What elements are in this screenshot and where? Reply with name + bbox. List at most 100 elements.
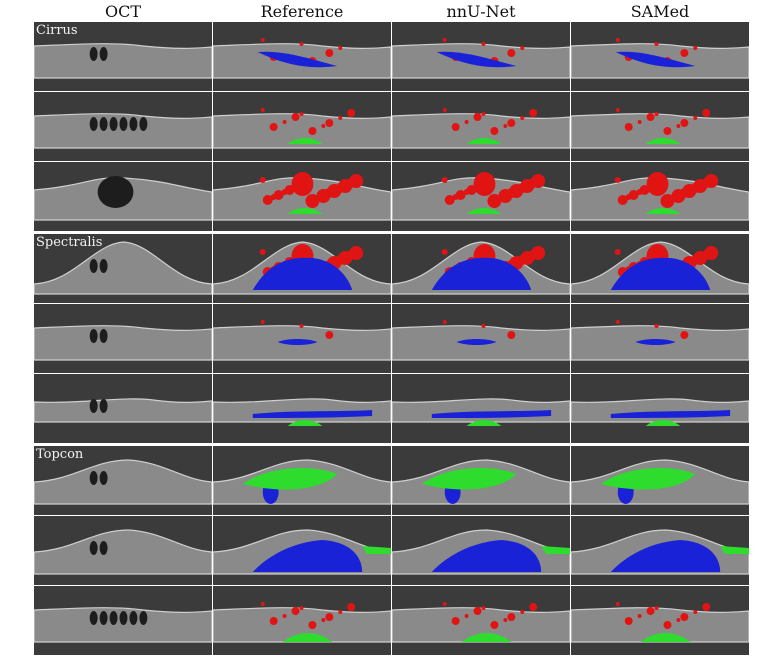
scan-canvas bbox=[571, 92, 749, 161]
retina-boundary bbox=[213, 241, 391, 295]
pigment-epithelial-detachment-mark bbox=[645, 420, 681, 426]
cyst-region bbox=[89, 47, 98, 61]
intraretinal-fluid-mark bbox=[693, 116, 698, 120]
scan-row bbox=[34, 234, 750, 303]
pigment-epithelial-detachment-mark bbox=[466, 208, 502, 214]
retina-boundary bbox=[571, 43, 749, 79]
pigment-epithelial-detachment-mark bbox=[541, 546, 570, 554]
intraretinal-fluid-mark bbox=[654, 324, 659, 328]
subretinal-fluid-mark bbox=[252, 540, 363, 572]
scan-canvas bbox=[34, 22, 212, 91]
retina-layer bbox=[392, 607, 570, 642]
intraretinal-fluid-mark bbox=[338, 610, 343, 614]
intraretinal-fluid-mark bbox=[702, 603, 711, 611]
pigment-epithelial-detachment-mark bbox=[287, 208, 323, 214]
oct-scan-image bbox=[34, 374, 212, 443]
pigment-epithelial-detachment-mark bbox=[466, 420, 502, 426]
cyst-region bbox=[99, 471, 108, 485]
intraretinal-fluid-mark bbox=[663, 127, 672, 135]
pigment-epithelial-detachment-mark bbox=[600, 468, 696, 490]
intraretinal-fluid-mark bbox=[321, 618, 326, 622]
retina-layer bbox=[34, 43, 212, 78]
retina-layer bbox=[34, 530, 212, 574]
pigment-epithelial-detachment-mark bbox=[466, 138, 502, 144]
intraretinal-fluid-mark bbox=[442, 320, 447, 324]
scan-canvas bbox=[392, 234, 570, 303]
intraretinal-fluid-mark bbox=[260, 38, 265, 42]
intraretinal-fluid-mark bbox=[490, 621, 499, 629]
pigment-epithelial-detachment-mark bbox=[287, 138, 323, 144]
scan-canvas bbox=[571, 22, 749, 91]
intraretinal-fluid-mark bbox=[624, 123, 633, 131]
scan-row bbox=[34, 516, 750, 585]
subretinal-fluid-mark bbox=[431, 410, 552, 418]
intraretinal-fluid-mark bbox=[615, 320, 620, 324]
intraretinal-fluid-mark bbox=[654, 112, 659, 116]
oct-scan-image bbox=[392, 374, 570, 443]
intraretinal-fluid-mark bbox=[308, 621, 317, 629]
oct-scan-image bbox=[392, 516, 570, 585]
intraretinal-fluid-mark bbox=[646, 607, 655, 615]
intraretinal-fluid-mark bbox=[693, 46, 698, 50]
scan-row bbox=[34, 304, 750, 373]
scan-row bbox=[34, 92, 750, 161]
intraretinal-fluid-mark bbox=[509, 184, 524, 198]
oct-scan-image bbox=[571, 374, 749, 443]
oct-scan-image bbox=[571, 304, 749, 373]
scan-canvas bbox=[392, 586, 570, 655]
scan-row bbox=[34, 446, 750, 515]
intraretinal-fluid-mark bbox=[325, 331, 334, 339]
oct-scan-image bbox=[34, 162, 212, 231]
intraretinal-fluid-mark bbox=[507, 331, 516, 339]
retina-layer bbox=[392, 113, 570, 148]
intraretinal-fluid-mark bbox=[624, 617, 633, 625]
column-header-nnunet: nnU-Net bbox=[446, 2, 516, 21]
pigment-epithelial-detachment-mark bbox=[720, 546, 749, 554]
intraretinal-fluid-mark bbox=[507, 119, 516, 127]
scan-canvas bbox=[392, 516, 570, 585]
scan-canvas bbox=[571, 162, 749, 231]
retina-boundary bbox=[392, 607, 570, 643]
cyst-region bbox=[89, 399, 98, 413]
intraretinal-fluid-mark bbox=[529, 109, 538, 117]
column-header-reference: Reference bbox=[260, 2, 344, 21]
scan-canvas bbox=[392, 446, 570, 515]
scan-canvas bbox=[213, 446, 391, 515]
subretinal-fluid-mark bbox=[610, 540, 721, 572]
retina-boundary bbox=[213, 43, 391, 79]
intraretinal-fluid-mark bbox=[260, 320, 265, 324]
intraretinal-fluid-mark bbox=[282, 614, 287, 618]
scan-canvas bbox=[213, 374, 391, 443]
cyst-region bbox=[99, 47, 108, 61]
subretinal-fluid-mark bbox=[431, 257, 532, 290]
intraretinal-fluid-mark bbox=[503, 618, 508, 622]
retina-boundary bbox=[34, 113, 212, 149]
intraretinal-fluid-mark bbox=[496, 196, 503, 202]
retina-boundary bbox=[392, 398, 570, 423]
intraretinal-fluid-mark bbox=[702, 109, 711, 117]
retina-boundary bbox=[571, 113, 749, 149]
scan-canvas bbox=[213, 162, 391, 231]
subretinal-fluid-mark bbox=[635, 339, 676, 345]
column-header-oct: OCT bbox=[104, 2, 142, 21]
scan-canvas bbox=[213, 92, 391, 161]
intraretinal-fluid-mark bbox=[444, 195, 455, 205]
cyst-region bbox=[97, 176, 134, 208]
scan-canvas bbox=[213, 516, 391, 585]
scan-row bbox=[34, 586, 750, 655]
intraretinal-fluid-mark bbox=[637, 120, 642, 124]
intraretinal-fluid-mark bbox=[481, 42, 486, 46]
intraretinal-fluid-mark bbox=[308, 127, 317, 135]
pigment-epithelial-detachment-mark bbox=[421, 468, 517, 490]
intraretinal-fluid-mark bbox=[507, 49, 516, 57]
cyst-region bbox=[129, 117, 138, 131]
oct-scan-image bbox=[213, 92, 391, 161]
intraretinal-fluid-mark bbox=[473, 113, 482, 121]
intraretinal-fluid-mark bbox=[347, 109, 356, 117]
intraretinal-fluid-mark bbox=[628, 190, 639, 200]
intraretinal-fluid-mark bbox=[349, 174, 364, 188]
retina-layer bbox=[34, 460, 212, 504]
intraretinal-fluid-mark bbox=[455, 190, 466, 200]
intraretinal-fluid-mark bbox=[646, 113, 655, 121]
intraretinal-fluid-mark bbox=[338, 179, 353, 193]
